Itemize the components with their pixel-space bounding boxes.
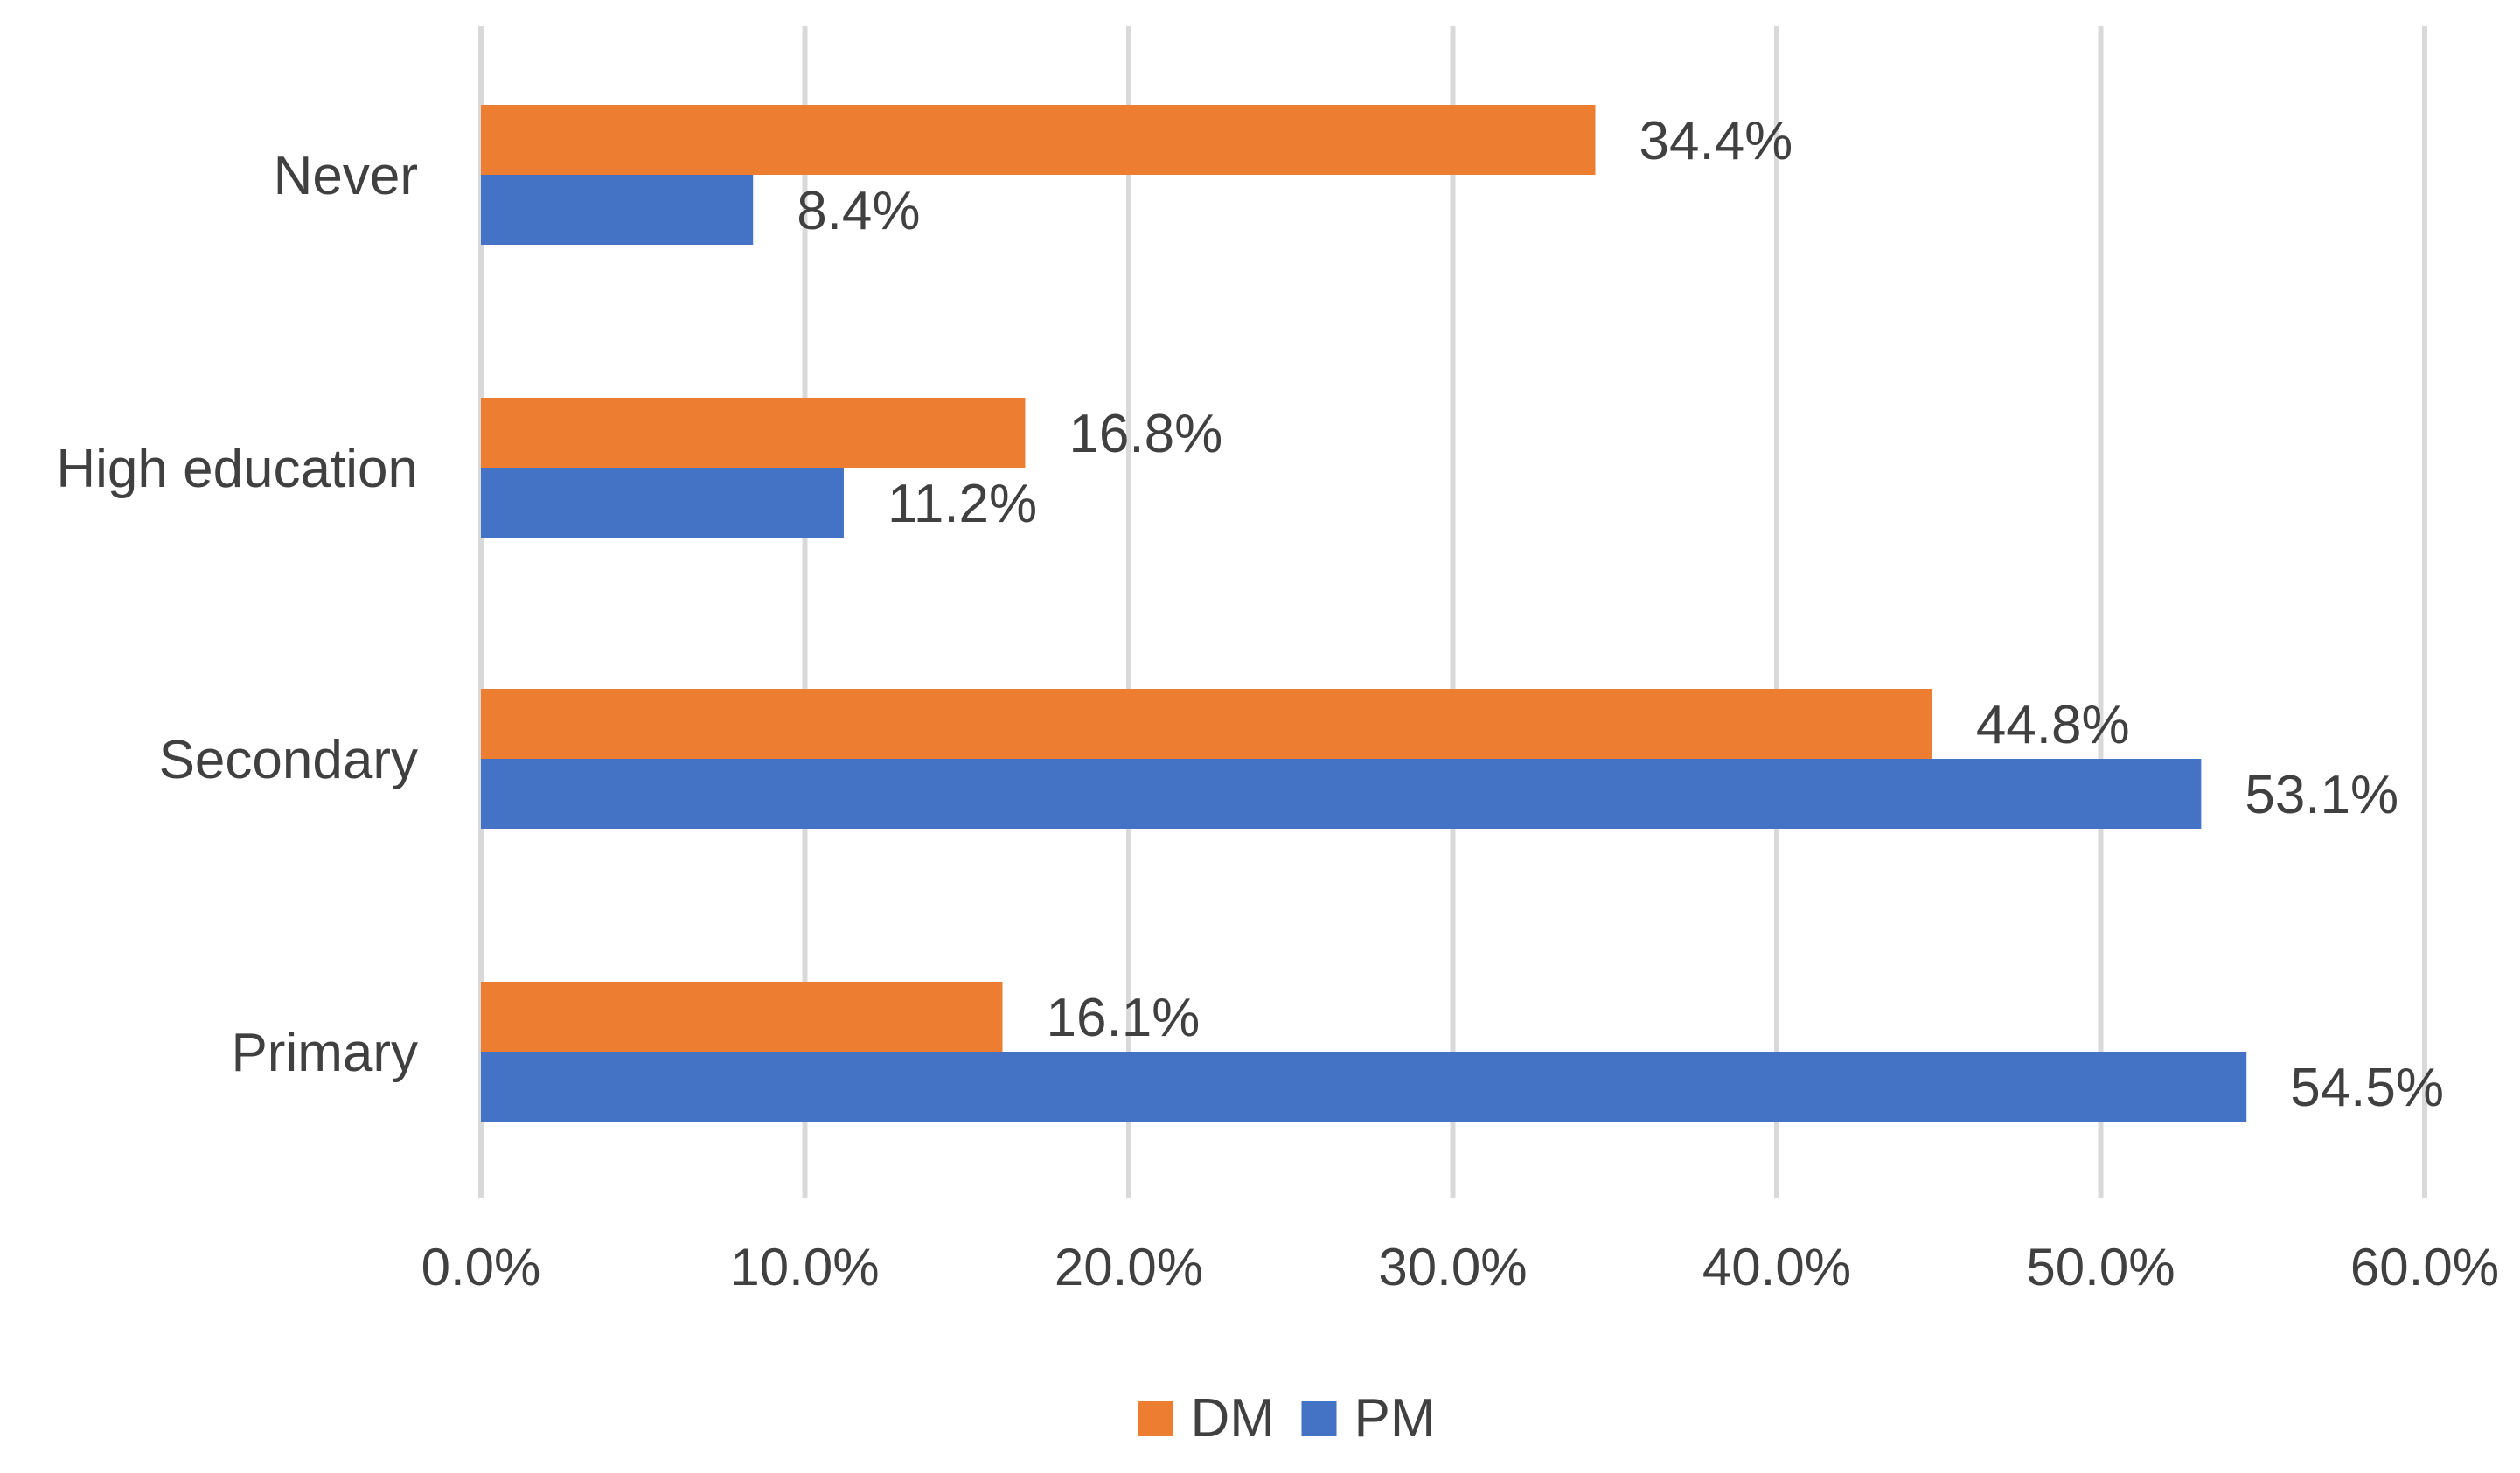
data-labels: 34.4% 16.8% 44.8% 16.1% 8.4% 11.2% 53.1% 54.5% <box>797 111 2444 1118</box>
data-label-dm-0: 34.4% <box>1639 111 1793 171</box>
x-tick-label-3: 30.0% <box>1378 1238 1527 1296</box>
bar-pm-1 <box>481 468 844 538</box>
bar-dm-3 <box>481 982 1003 1052</box>
legend: DM PM <box>1138 1388 1436 1449</box>
bar-pm-0 <box>481 175 754 245</box>
category-label-1: High education <box>56 439 418 499</box>
data-label-dm-2: 44.8% <box>1976 695 2130 755</box>
bar-pm-2 <box>481 759 2202 829</box>
legend-swatch-pm <box>1301 1401 1337 1436</box>
bar-dm-1 <box>481 398 1026 468</box>
data-label-pm-0: 8.4% <box>797 181 920 241</box>
category-labels: Never High education Secondary Primary <box>56 146 418 1083</box>
legend-label-dm: DM <box>1191 1388 1275 1449</box>
data-label-pm-2: 53.1% <box>2245 765 2398 825</box>
data-label-pm-3: 54.5% <box>2290 1058 2444 1118</box>
category-label-2: Secondary <box>159 730 418 790</box>
category-label-3: Primary <box>231 1023 418 1083</box>
data-label-pm-1: 11.2% <box>888 474 1037 534</box>
x-tick-label-2: 20.0% <box>1055 1238 1203 1296</box>
x-tick-label-6: 60.0% <box>2350 1238 2499 1296</box>
bar-pm-3 <box>481 1052 2247 1122</box>
x-tick-label-4: 40.0% <box>1702 1238 1851 1296</box>
category-label-0: Never <box>274 146 418 206</box>
bar-dm-2 <box>481 689 1932 759</box>
x-tick-labels: 0.0% 10.0% 20.0% 30.0% 40.0% 50.0% 60.0% <box>421 1238 2499 1296</box>
gridlines <box>478 26 2427 1198</box>
legend-swatch-dm <box>1138 1401 1173 1436</box>
data-label-dm-1: 16.8% <box>1069 404 1222 464</box>
legend-item-pm: PM <box>1301 1388 1436 1449</box>
legend-item-dm: DM <box>1138 1388 1275 1449</box>
x-tick-label-0: 0.0% <box>421 1238 541 1296</box>
x-tick-label-5: 50.0% <box>2026 1238 2175 1296</box>
x-tick-label-1: 10.0% <box>730 1238 879 1296</box>
legend-label-pm: PM <box>1354 1388 1436 1449</box>
bars <box>481 105 2247 1122</box>
bar-dm-0 <box>481 105 1596 175</box>
data-label-dm-3: 16.1% <box>1047 988 1201 1048</box>
